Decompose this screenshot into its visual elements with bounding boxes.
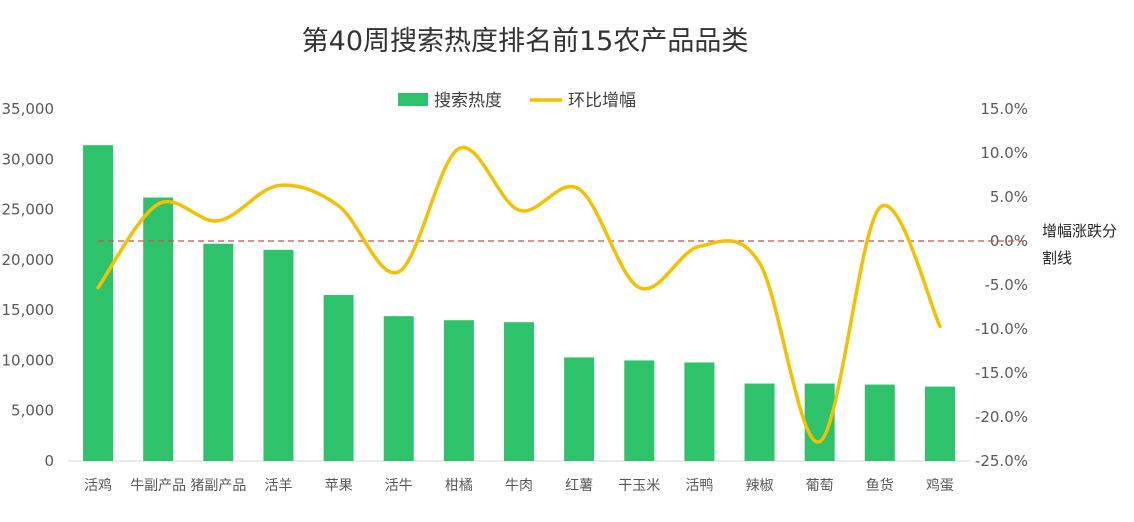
bar: [624, 360, 655, 461]
left-tick-label: 35,000: [2, 100, 55, 118]
right-tick-label: -15.0%: [975, 364, 1028, 382]
category-label: 活鸡: [84, 477, 112, 494]
bar: [323, 295, 354, 461]
bar: [564, 357, 595, 461]
category-label: 鱼货: [866, 477, 894, 494]
bar: [684, 362, 715, 461]
bar-series: [83, 145, 955, 461]
bar: [263, 249, 294, 461]
category-label: 猪副产品: [190, 478, 246, 494]
left-tick-label: 0: [44, 452, 54, 470]
right-tick-label: 10.0%: [980, 144, 1028, 162]
category-label: 苹果: [325, 478, 353, 494]
bar: [203, 243, 234, 461]
left-axis: 0 5,000 10,000 15,000 20,000 25,000 30,000 35,0…: [2, 100, 55, 470]
right-tick-label: -10.0%: [975, 320, 1028, 338]
category-label: 干玉米: [618, 478, 660, 494]
category-labels: 活鸡 牛副产品 猪副产品 活羊 苹果 活牛 柑橘 牛肉 红薯 干玉米 活鸭 辣椒 葡萄 鱼货 鸡蛋: [84, 477, 954, 494]
reference-label-line-2: 割线: [1042, 249, 1072, 267]
reference-label-line-1: 增幅涨跌分: [1042, 222, 1117, 240]
left-tick-label: 20,000: [2, 251, 55, 269]
bar: [383, 316, 414, 461]
bar: [504, 322, 534, 461]
category-label: 牛副产品: [130, 478, 186, 494]
right-axis: -25.0%-20.0%-15.0%-10.0%-5.0%0.0%5.0%10.…: [975, 100, 1028, 470]
bar: [83, 145, 114, 461]
category-label: 柑橘: [445, 478, 473, 494]
bar: [443, 320, 474, 461]
category-label: 辣椒: [746, 478, 774, 494]
legend-bar-swatch: [398, 93, 428, 106]
left-tick-label: 25,000: [2, 201, 55, 219]
legend-line-label: 环比增幅: [568, 91, 636, 111]
category-label: 红薯: [565, 478, 593, 494]
left-tick-label: 10,000: [2, 351, 55, 369]
right-tick-label: -25.0%: [975, 452, 1028, 470]
bar: [744, 383, 775, 461]
bar: [864, 384, 895, 461]
left-tick-label: 15,000: [2, 301, 55, 319]
category-label: 鸡蛋: [926, 477, 954, 494]
legend-bar-label: 搜索热度: [434, 91, 502, 111]
right-tick-label: 5.0%: [990, 188, 1028, 206]
category-label: 活羊: [264, 478, 292, 494]
right-tick-label: -5.0%: [984, 276, 1028, 294]
right-tick-label: 15.0%: [980, 100, 1028, 118]
right-tick-label: -20.0%: [975, 408, 1028, 426]
bar: [143, 197, 174, 461]
chart-title: 第40周搜索热度排名前15农产品品类: [302, 26, 749, 57]
chart-legend: 搜索热度 环比增幅: [398, 91, 636, 111]
category-label: 活牛: [385, 478, 413, 494]
category-label: 牛肉: [505, 478, 533, 494]
bar: [924, 386, 955, 461]
category-label: 葡萄: [806, 478, 834, 494]
line-series: [96, 145, 942, 444]
category-label: 活鸭: [685, 478, 713, 494]
left-tick-label: 5,000: [11, 402, 54, 420]
left-tick-label: 30,000: [2, 150, 55, 168]
